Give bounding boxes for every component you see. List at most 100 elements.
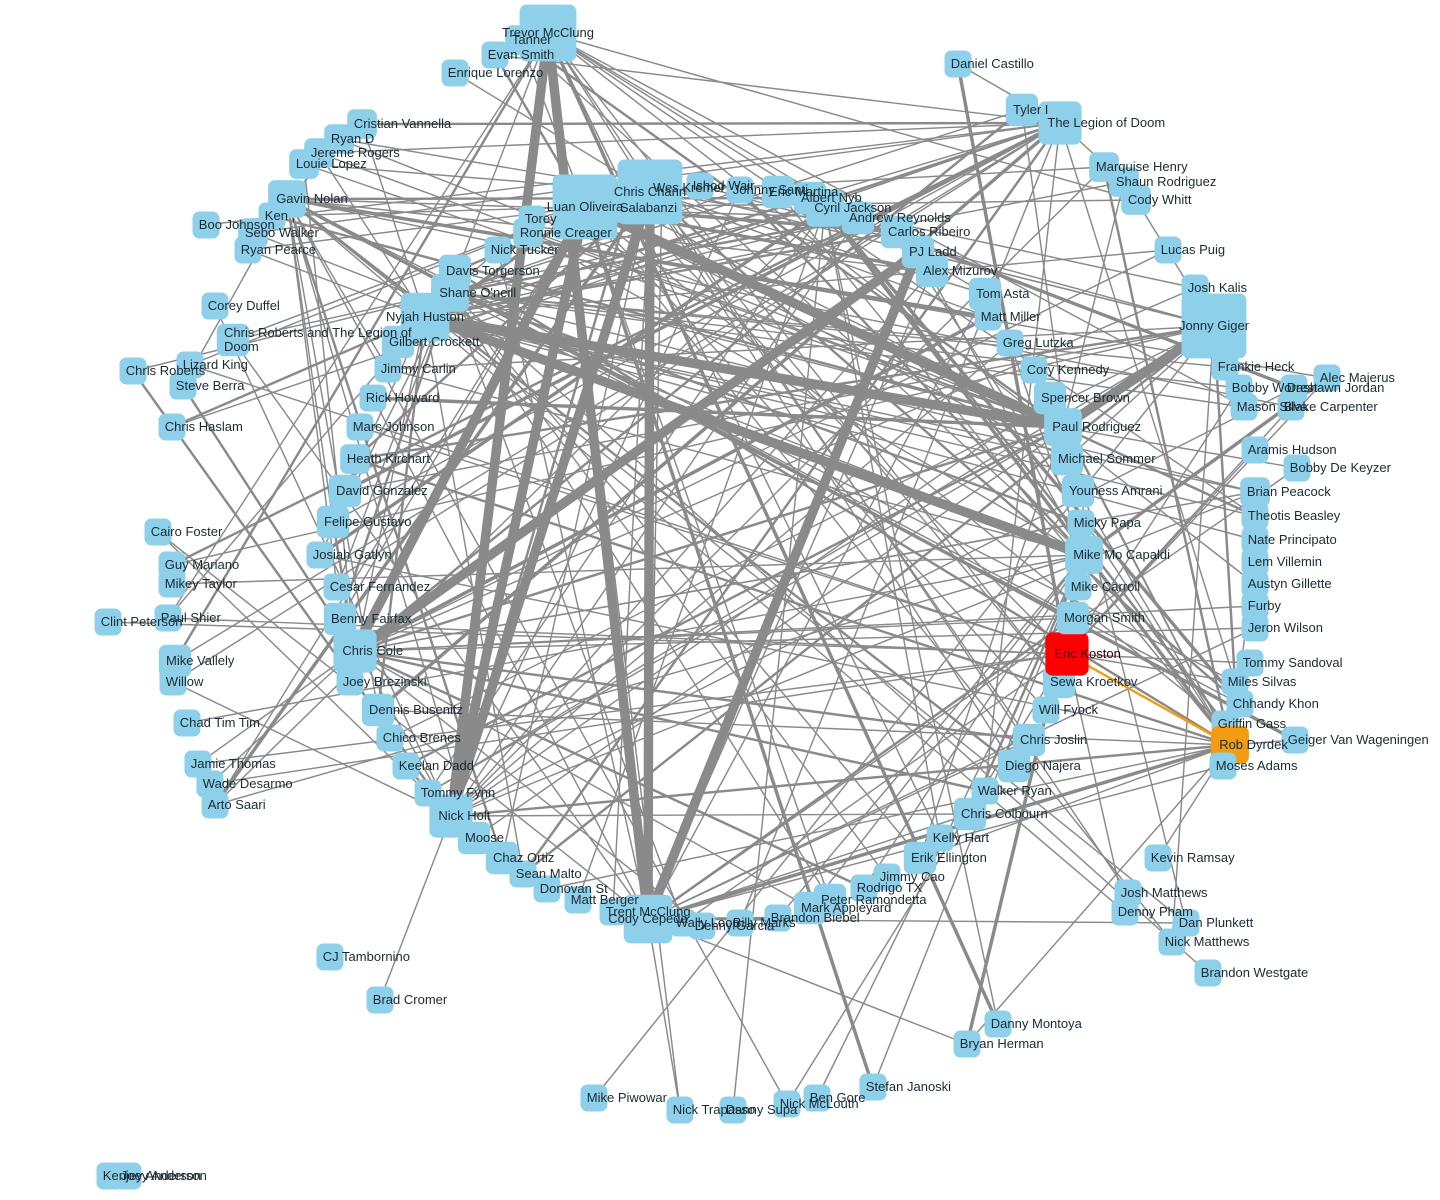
svg-text:Arto Saari: Arto Saari	[208, 797, 266, 812]
svg-text:Michael Sommer: Michael Sommer	[1058, 451, 1156, 466]
svg-text:Brad Cromer: Brad Cromer	[373, 992, 448, 1007]
svg-text:Nick Tucker: Nick Tucker	[491, 242, 560, 257]
svg-text:Brian Peacock: Brian Peacock	[1247, 484, 1331, 499]
svg-text:Danny Montoya: Danny Montoya	[991, 1016, 1083, 1031]
svg-text:Jimmy Carlin: Jimmy Carlin	[381, 361, 456, 376]
svg-text:Ronnie Creager: Ronnie Creager	[520, 225, 612, 240]
svg-text:Nyjah Huston: Nyjah Huston	[386, 309, 464, 324]
svg-text:Erik Ellington: Erik Ellington	[911, 850, 987, 865]
svg-text:Joey Brezinski: Joey Brezinski	[343, 674, 427, 689]
svg-text:Cristian Vannella: Cristian Vannella	[354, 116, 452, 131]
svg-text:Cairo Foster: Cairo Foster	[151, 524, 223, 539]
svg-text:Louie Lopez: Louie Lopez	[296, 156, 367, 171]
svg-text:Ryan Pearce: Ryan Pearce	[241, 242, 316, 257]
svg-text:Spencer Brown: Spencer Brown	[1041, 390, 1130, 405]
svg-text:Tommy Fynn: Tommy Fynn	[421, 785, 495, 800]
svg-text:Jamie Thomas: Jamie Thomas	[191, 756, 277, 771]
svg-text:Keelan Dadd: Keelan Dadd	[399, 758, 474, 773]
svg-text:Greg Lutzka: Greg Lutzka	[1003, 335, 1075, 350]
svg-text:Griffin Gass: Griffin Gass	[1218, 716, 1287, 731]
svg-text:Joey Anderson: Joey Anderson	[121, 1168, 207, 1183]
svg-text:Sean Malto: Sean Malto	[516, 866, 582, 881]
svg-text:CJ Tambornino: CJ Tambornino	[323, 949, 410, 964]
svg-text:Bobby De Keyzer: Bobby De Keyzer	[1290, 460, 1392, 475]
svg-text:Josh Matthews: Josh Matthews	[1121, 885, 1208, 900]
svg-text:Stefan Janoski: Stefan Janoski	[866, 1079, 951, 1094]
svg-text:Davis Torgerson: Davis Torgerson	[446, 263, 540, 278]
svg-text:Mike Carroll: Mike Carroll	[1071, 579, 1140, 594]
svg-text:Austyn Gillette: Austyn Gillette	[1248, 576, 1332, 591]
svg-text:Josh Kalis: Josh Kalis	[1188, 280, 1248, 295]
svg-text:Benny Fairfax: Benny Fairfax	[331, 611, 412, 626]
svg-text:Nick Trapasso: Nick Trapasso	[673, 1102, 755, 1117]
svg-text:Dan Plunkett: Dan Plunkett	[1179, 915, 1254, 930]
svg-text:Mike Mo Capaldi: Mike Mo Capaldi	[1073, 547, 1170, 562]
svg-text:Aramis Hudson: Aramis Hudson	[1248, 442, 1337, 457]
svg-text:Mike Vallely: Mike Vallely	[166, 653, 235, 668]
svg-text:Kevin Ramsay: Kevin Ramsay	[1151, 850, 1235, 865]
svg-text:Lizard King: Lizard King	[183, 357, 248, 372]
svg-text:Jimmy Cao: Jimmy Cao	[880, 869, 945, 884]
svg-text:Shaun Rodriguez: Shaun Rodriguez	[1116, 174, 1216, 189]
svg-text:Carlos Ribeiro: Carlos Ribeiro	[888, 224, 970, 239]
svg-text:Dennis Busenitz: Dennis Busenitz	[369, 702, 463, 717]
svg-text:Trevor McClung: Trevor McClung	[502, 25, 594, 40]
svg-text:Nick Holt: Nick Holt	[438, 808, 490, 823]
svg-text:Nate Principato: Nate Principato	[1248, 532, 1337, 547]
svg-text:Alec Majerus: Alec Majerus	[1320, 370, 1396, 385]
svg-text:Bryan Herman: Bryan Herman	[960, 1036, 1044, 1051]
svg-text:Marc Johnson: Marc Johnson	[353, 419, 435, 434]
svg-text:Sebo Walker: Sebo Walker	[245, 225, 320, 240]
svg-text:Shane O'neill: Shane O'neill	[439, 285, 516, 300]
svg-text:Rick Howard: Rick Howard	[366, 390, 440, 405]
svg-text:Morgan Smith: Morgan Smith	[1064, 610, 1145, 625]
svg-text:Brandon Westgate: Brandon Westgate	[1201, 965, 1308, 980]
svg-text:Chaz Ortiz: Chaz Ortiz	[493, 850, 554, 865]
svg-text:Moses Adams: Moses Adams	[1216, 758, 1298, 773]
svg-text:Tyler I: Tyler I	[1013, 102, 1048, 117]
svg-text:Cory Kennedy: Cory Kennedy	[1027, 362, 1110, 377]
svg-text:Matt Miller: Matt Miller	[981, 309, 1042, 324]
svg-text:Chhandy Khon: Chhandy Khon	[1233, 696, 1319, 711]
svg-text:Gavin Nolan: Gavin Nolan	[276, 191, 348, 206]
svg-text:Eric Koston: Eric Koston	[1054, 646, 1120, 661]
svg-text:Blake Carpenter: Blake Carpenter	[1284, 399, 1379, 414]
svg-text:Clint Peterson: Clint Peterson	[101, 614, 183, 629]
svg-text:Youness Amrani: Youness Amrani	[1069, 483, 1163, 498]
svg-text:Felipe Gustavo: Felipe Gustavo	[324, 514, 411, 529]
svg-text:Sewa Kroetkov: Sewa Kroetkov	[1050, 674, 1138, 689]
svg-text:Frankie Heck: Frankie Heck	[1218, 359, 1295, 374]
svg-text:Chris Colbourn: Chris Colbourn	[961, 806, 1048, 821]
svg-text:Marquise Henry: Marquise Henry	[1096, 159, 1188, 174]
svg-text:Willow: Willow	[166, 674, 204, 689]
svg-text:Chris Haslam: Chris Haslam	[165, 419, 243, 434]
svg-text:Luan Oliveira: Luan Oliveira	[547, 199, 624, 214]
svg-text:Tommy Sandoval: Tommy Sandoval	[1243, 655, 1343, 670]
svg-text:Wade Desarmo: Wade Desarmo	[203, 776, 293, 791]
svg-text:Evan Smith: Evan Smith	[488, 47, 554, 62]
svg-text:Andrew Reynolds: Andrew Reynolds	[849, 210, 951, 225]
svg-text:Jeron Wilson: Jeron Wilson	[1248, 620, 1323, 635]
svg-text:Mike Piwowar: Mike Piwowar	[587, 1090, 668, 1105]
svg-text:Lem Villemin: Lem Villemin	[1248, 554, 1322, 569]
svg-text:Chris Joslin: Chris Joslin	[1020, 732, 1087, 747]
svg-text:Alex Mizurov: Alex Mizurov	[923, 263, 998, 278]
svg-text:Heath Kirchart: Heath Kirchart	[347, 451, 430, 466]
svg-text:Chad Tim Tim: Chad Tim Tim	[180, 715, 260, 730]
svg-text:Furby: Furby	[1248, 598, 1282, 613]
svg-text:Chris Cole: Chris Cole	[342, 643, 403, 658]
svg-text:Cody Whitt: Cody Whitt	[1128, 192, 1192, 207]
svg-text:Will Fyock: Will Fyock	[1039, 702, 1099, 717]
svg-text:Theotis Beasley: Theotis Beasley	[1248, 508, 1341, 523]
svg-text:Cesar Fernandez: Cesar Fernandez	[330, 579, 430, 594]
svg-text:Ryan D: Ryan D	[331, 131, 374, 146]
svg-text:Salabanzi: Salabanzi	[620, 200, 677, 215]
svg-text:Mikey Taylor: Mikey Taylor	[165, 576, 238, 591]
svg-text:Steve Berra: Steve Berra	[176, 378, 245, 393]
svg-text:Micky Papa: Micky Papa	[1074, 515, 1142, 530]
svg-text:Chico Brenes: Chico Brenes	[383, 730, 462, 745]
svg-text:Tom Asta: Tom Asta	[976, 286, 1030, 301]
svg-text:The Legion of Doom: The Legion of Doom	[1047, 115, 1165, 130]
svg-text:Walker Ryan: Walker Ryan	[978, 783, 1052, 798]
svg-text:Gilbert Crockett: Gilbert Crockett	[389, 334, 480, 349]
